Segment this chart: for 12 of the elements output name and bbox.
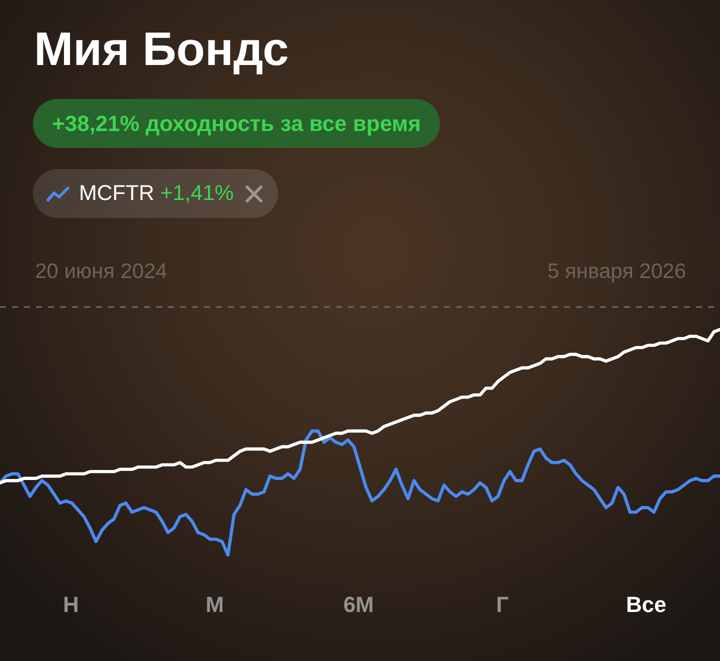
text: Г [496, 592, 509, 618]
legend-label: MCFTR [79, 181, 154, 206]
chart-title: Мия Бондс [34, 21, 289, 77]
legend-chip: MCFTR +1,41% [33, 169, 278, 218]
text: 5 января 2026 [548, 259, 686, 284]
text: 6М [343, 592, 374, 618]
text: Все [626, 592, 666, 618]
badge: +38,21% доходность за все время [33, 99, 440, 148]
chart-subtitle: +38,21% доходность за все время [52, 111, 421, 136]
text: Н [63, 592, 79, 618]
text: М [206, 592, 224, 618]
text: 20 июня 2024 [35, 259, 168, 284]
